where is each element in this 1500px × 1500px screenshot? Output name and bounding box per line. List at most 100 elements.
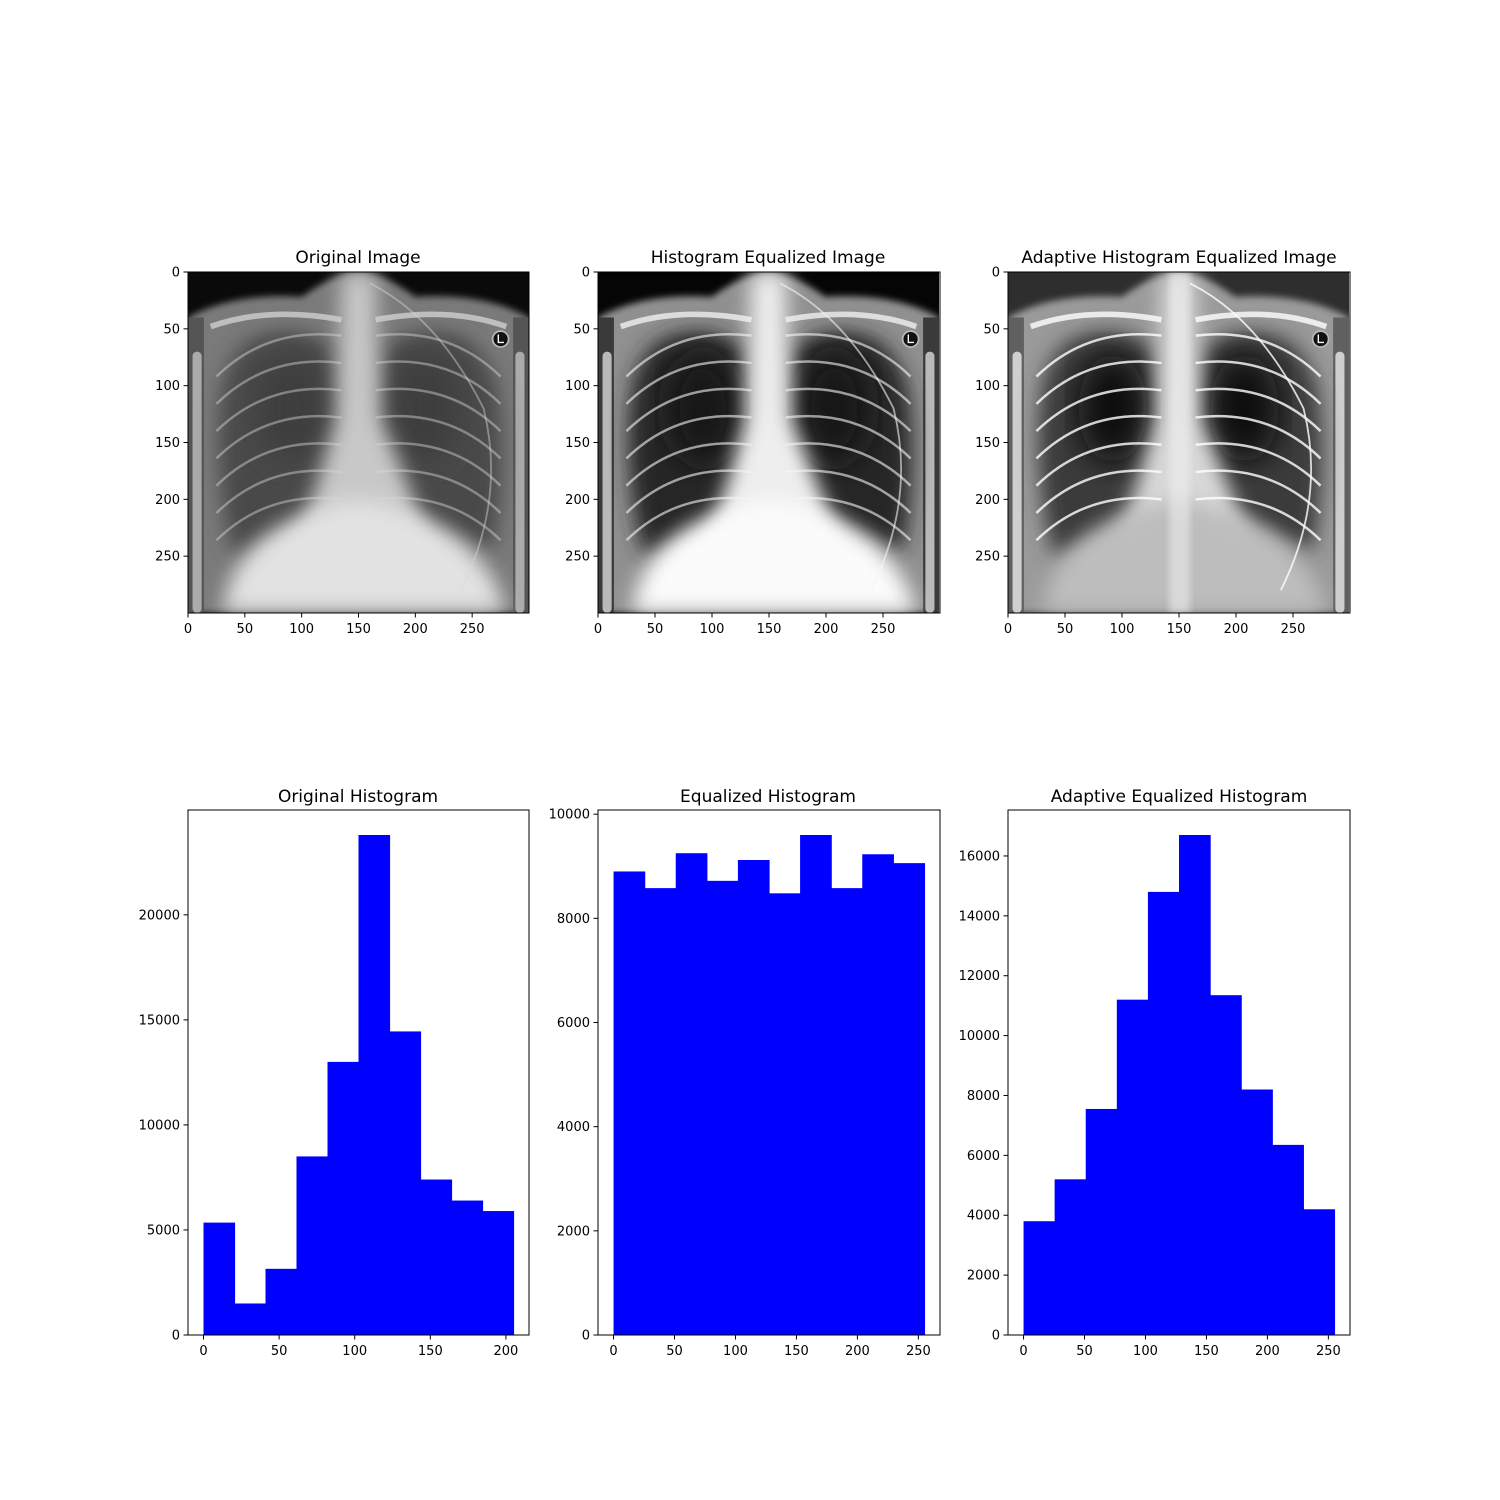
rib bbox=[625, 442, 752, 487]
x-tick-label: 200 bbox=[494, 1344, 519, 1359]
rib bbox=[215, 469, 342, 514]
y-tick-label: 0 bbox=[992, 1329, 1000, 1344]
y-axis-ticks-equalized-histogram: 0 2000 4000 6000 8000 10000 bbox=[549, 808, 598, 1344]
y-tick-label: 150 bbox=[565, 436, 590, 451]
y-tick-label: 50 bbox=[163, 322, 180, 337]
bars-equalized-histogram bbox=[613, 835, 926, 1336]
rib bbox=[785, 387, 912, 433]
rib bbox=[375, 387, 502, 433]
rib bbox=[215, 360, 342, 405]
rib bbox=[375, 414, 502, 460]
equalized-histogram-panel: Equalized Histogram 0 50 100 150 200 250 0 200… bbox=[549, 787, 941, 1359]
y-tick-label: 10000 bbox=[549, 808, 590, 823]
side-marker-glyph bbox=[907, 334, 915, 344]
x-tick-label: 0 bbox=[1004, 622, 1012, 637]
rib bbox=[1035, 469, 1162, 514]
right-clavicle bbox=[619, 311, 752, 330]
x-tick-label: 250 bbox=[871, 622, 896, 637]
x-tick-label: 200 bbox=[1224, 622, 1249, 637]
y-tick-label: 50 bbox=[983, 322, 1000, 337]
histogram-bar bbox=[893, 863, 926, 1336]
side-marker-glyph bbox=[497, 334, 505, 344]
histogram-bar bbox=[203, 1222, 236, 1335]
x-axis-ticks-original-histogram: 0 50 100 150 200 bbox=[199, 1335, 518, 1359]
x-tick-label: 50 bbox=[1057, 622, 1074, 637]
left-humerus bbox=[1335, 351, 1345, 613]
adaptive-equalized-image-panel: Adaptive Histogram Equalized Image 0 50 10… bbox=[975, 248, 1351, 637]
rib bbox=[215, 414, 342, 460]
y-tick-label: 150 bbox=[155, 436, 180, 451]
side-marker-glyph bbox=[1317, 334, 1325, 344]
x-tick-label: 100 bbox=[1110, 622, 1135, 637]
x-tick-label: 100 bbox=[342, 1344, 367, 1359]
y-tick-label: 10000 bbox=[139, 1118, 180, 1133]
bars-adaptive-equalized-histogram bbox=[1023, 835, 1336, 1335]
left-clavicle bbox=[1195, 311, 1328, 330]
x-tick-label: 250 bbox=[460, 622, 485, 637]
y-tick-label: 250 bbox=[565, 550, 590, 565]
histogram-equalized-image-panel: Histogram Equalized Image 0 50 100 150 200 25… bbox=[565, 248, 941, 637]
diaphragm-region bbox=[632, 499, 917, 613]
panel-title-original-histogram: Original Histogram bbox=[278, 787, 438, 807]
x-tick-label: 50 bbox=[647, 622, 664, 637]
side-marker-icon bbox=[491, 330, 510, 348]
left-humerus bbox=[925, 351, 935, 613]
histogram-bar bbox=[1272, 1144, 1304, 1335]
x-tick-label: 150 bbox=[784, 1344, 809, 1359]
rib bbox=[1035, 333, 1162, 378]
left-lung-shadow bbox=[390, 353, 459, 463]
xray-image-original bbox=[188, 272, 529, 613]
x-tick-label: 100 bbox=[289, 622, 314, 637]
panel-title-histogram-equalized-image: Histogram Equalized Image bbox=[651, 248, 886, 268]
histogram-bar bbox=[358, 835, 391, 1335]
x-tick-label: 200 bbox=[814, 622, 839, 637]
y-axis-ticks-adaptive-equalized-image: 0 50 100 150 200 250 bbox=[975, 266, 1008, 565]
histogram-bar bbox=[1147, 891, 1180, 1335]
histogram-bar bbox=[1241, 1089, 1273, 1335]
y-tick-label: 12000 bbox=[959, 969, 1000, 984]
histogram-bar bbox=[613, 871, 646, 1335]
x-axis-ticks-adaptive-equalized-image: 0 50 100 150 200 250 bbox=[1004, 613, 1305, 637]
rib bbox=[1195, 387, 1322, 433]
x-tick-label: 200 bbox=[403, 622, 428, 637]
histogram-bar bbox=[737, 860, 770, 1335]
original-image-panel: Original Image 0 50 100 150 200 250 0 50 100 150… bbox=[155, 248, 530, 637]
axes-frame-adaptive-equalized-histogram bbox=[1007, 809, 1351, 1336]
catheter-line bbox=[1189, 282, 1312, 591]
histogram-bar bbox=[420, 1179, 453, 1335]
catheter-line bbox=[369, 282, 492, 591]
left-clavicle bbox=[375, 311, 508, 330]
y-tick-label: 8000 bbox=[557, 912, 590, 927]
y-tick-label: 5000 bbox=[147, 1223, 180, 1238]
rib bbox=[785, 360, 912, 405]
y-tick-label: 100 bbox=[155, 379, 180, 394]
histogram-bar bbox=[1054, 1179, 1087, 1335]
right-clavicle bbox=[209, 311, 342, 330]
rib bbox=[785, 496, 912, 542]
x-tick-label: 100 bbox=[723, 1344, 748, 1359]
side-marker-icon bbox=[1311, 330, 1330, 348]
rib bbox=[1195, 333, 1322, 378]
rib bbox=[375, 469, 502, 514]
y-tick-label: 200 bbox=[975, 493, 1000, 508]
panel-title-equalized-histogram: Equalized Histogram bbox=[680, 787, 856, 807]
x-tick-label: 150 bbox=[757, 622, 782, 637]
x-tick-label: 0 bbox=[184, 622, 192, 637]
y-axis-ticks-adaptive-equalized-histogram: 0 2000 4000 6000 8000 10000 12000 14000 16000 bbox=[959, 849, 1008, 1344]
y-tick-label: 4000 bbox=[967, 1209, 1000, 1224]
rib bbox=[375, 360, 502, 405]
y-tick-label: 0 bbox=[582, 1329, 590, 1344]
x-tick-label: 50 bbox=[666, 1344, 683, 1359]
histogram-bar bbox=[769, 893, 801, 1335]
histogram-bar bbox=[1085, 1108, 1118, 1335]
rib bbox=[625, 469, 752, 514]
y-tick-label: 2000 bbox=[557, 1224, 590, 1239]
x-tick-label: 100 bbox=[700, 622, 725, 637]
histogram-bar bbox=[706, 880, 739, 1335]
histogram-bar bbox=[1179, 835, 1211, 1335]
bars-original-histogram bbox=[203, 835, 515, 1335]
x-axis-ticks-histogram-equalized-image: 0 50 100 150 200 250 bbox=[594, 613, 896, 637]
diaphragm-region bbox=[222, 499, 507, 613]
rib bbox=[215, 442, 342, 487]
